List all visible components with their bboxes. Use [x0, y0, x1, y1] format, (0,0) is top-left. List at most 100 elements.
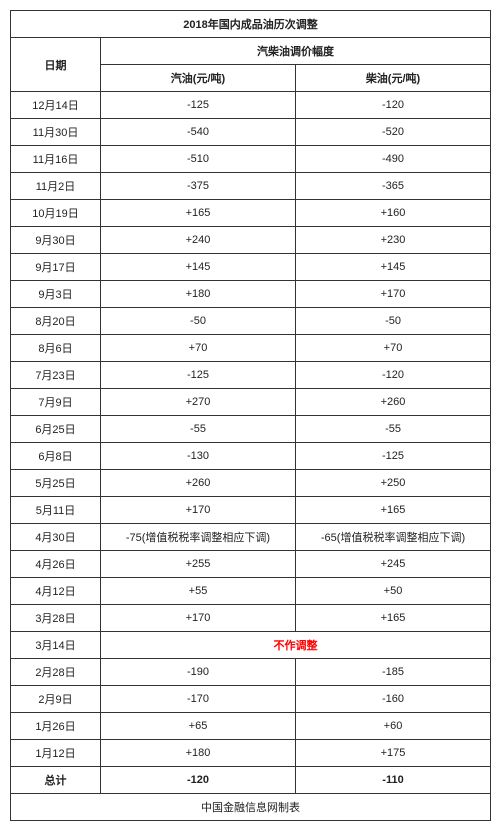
cell-gasoline: +170 [101, 605, 296, 632]
total-diesel: -110 [296, 767, 491, 794]
cell-gasoline: -125 [101, 362, 296, 389]
cell-date: 5月11日 [11, 497, 101, 524]
table-row: 8月20日-50-50 [11, 308, 491, 335]
cell-diesel: +60 [296, 713, 491, 740]
table-row: 9月3日+180+170 [11, 281, 491, 308]
table-row: 6月25日-55-55 [11, 416, 491, 443]
total-label: 总计 [11, 767, 101, 794]
cell-diesel: -120 [296, 92, 491, 119]
table-row: 7月9日+270+260 [11, 389, 491, 416]
table-row: 1月12日+180+175 [11, 740, 491, 767]
cell-diesel: -365 [296, 173, 491, 200]
cell-date: 5月25日 [11, 470, 101, 497]
cell-gasoline: -75(增值税税率调整相应下调) [101, 524, 296, 551]
header-group-row: 日期 汽柴油调价幅度 [11, 38, 491, 65]
cell-diesel: +170 [296, 281, 491, 308]
cell-gasoline: +180 [101, 281, 296, 308]
cell-date: 8月6日 [11, 335, 101, 362]
cell-gasoline: +65 [101, 713, 296, 740]
cell-date: 2月28日 [11, 659, 101, 686]
cell-diesel: -125 [296, 443, 491, 470]
header-gasoline: 汽油(元/吨) [101, 65, 296, 92]
table-row: 4月12日+55+50 [11, 578, 491, 605]
cell-diesel: +245 [296, 551, 491, 578]
total-gasoline: -120 [101, 767, 296, 794]
cell-diesel: -490 [296, 146, 491, 173]
table-row: 9月17日+145+145 [11, 254, 491, 281]
table-row: 5月11日+170+165 [11, 497, 491, 524]
table-row: 6月8日-130-125 [11, 443, 491, 470]
cell-date: 6月25日 [11, 416, 101, 443]
footer-source: 中国金融信息网制表 [11, 794, 491, 821]
table-row: 7月23日-125-120 [11, 362, 491, 389]
cell-date: 10月19日 [11, 200, 101, 227]
cell-date: 3月28日 [11, 605, 101, 632]
total-row: 总计-120-110 [11, 767, 491, 794]
table-row: 8月6日+70+70 [11, 335, 491, 362]
cell-diesel: -520 [296, 119, 491, 146]
cell-gasoline: +70 [101, 335, 296, 362]
cell-date: 9月3日 [11, 281, 101, 308]
cell-date: 3月14日 [11, 632, 101, 659]
table-row: 11月30日-540-520 [11, 119, 491, 146]
cell-gasoline: +270 [101, 389, 296, 416]
cell-diesel: +230 [296, 227, 491, 254]
cell-gasoline: +255 [101, 551, 296, 578]
cell-date: 1月26日 [11, 713, 101, 740]
cell-gasoline: -55 [101, 416, 296, 443]
cell-date: 11月16日 [11, 146, 101, 173]
title-row: 2018年国内成品油历次调整 [11, 11, 491, 38]
cell-gasoline: -190 [101, 659, 296, 686]
cell-date: 2月9日 [11, 686, 101, 713]
table-row: 11月2日-375-365 [11, 173, 491, 200]
cell-diesel: +250 [296, 470, 491, 497]
cell-diesel: +165 [296, 497, 491, 524]
cell-date: 4月30日 [11, 524, 101, 551]
cell-date: 7月9日 [11, 389, 101, 416]
cell-diesel: +160 [296, 200, 491, 227]
cell-gasoline: +165 [101, 200, 296, 227]
table-row: 3月14日不作调整 [11, 632, 491, 659]
cell-diesel: -160 [296, 686, 491, 713]
cell-diesel: +70 [296, 335, 491, 362]
cell-diesel: +145 [296, 254, 491, 281]
cell-date: 11月30日 [11, 119, 101, 146]
cell-diesel: +165 [296, 605, 491, 632]
table-row: 2月28日-190-185 [11, 659, 491, 686]
cell-diesel: -120 [296, 362, 491, 389]
table-title: 2018年国内成品油历次调整 [11, 11, 491, 38]
header-diesel: 柴油(元/吨) [296, 65, 491, 92]
cell-date: 9月17日 [11, 254, 101, 281]
header-group: 汽柴油调价幅度 [101, 38, 491, 65]
cell-diesel: +260 [296, 389, 491, 416]
cell-gasoline: +240 [101, 227, 296, 254]
cell-gasoline: +145 [101, 254, 296, 281]
table-row: 11月16日-510-490 [11, 146, 491, 173]
table-row: 12月14日-125-120 [11, 92, 491, 119]
cell-gasoline: -130 [101, 443, 296, 470]
header-date: 日期 [11, 38, 101, 92]
cell-gasoline: +180 [101, 740, 296, 767]
cell-diesel: -55 [296, 416, 491, 443]
cell-gasoline: -540 [101, 119, 296, 146]
table-row: 5月25日+260+250 [11, 470, 491, 497]
cell-merged: 不作调整 [101, 632, 491, 659]
cell-gasoline: -50 [101, 308, 296, 335]
cell-diesel: +50 [296, 578, 491, 605]
cell-date: 4月12日 [11, 578, 101, 605]
table-row: 9月30日+240+230 [11, 227, 491, 254]
table-row: 3月28日+170+165 [11, 605, 491, 632]
cell-diesel: +175 [296, 740, 491, 767]
footer-row: 中国金融信息网制表 [11, 794, 491, 821]
cell-date: 4月26日 [11, 551, 101, 578]
cell-gasoline: -375 [101, 173, 296, 200]
cell-date: 9月30日 [11, 227, 101, 254]
cell-diesel: -185 [296, 659, 491, 686]
cell-date: 8月20日 [11, 308, 101, 335]
cell-gasoline: -510 [101, 146, 296, 173]
table-row: 4月30日-75(增值税税率调整相应下调)-65(增值税税率调整相应下调) [11, 524, 491, 551]
cell-diesel: -50 [296, 308, 491, 335]
table-row: 4月26日+255+245 [11, 551, 491, 578]
cell-gasoline: +170 [101, 497, 296, 524]
oil-price-table: 2018年国内成品油历次调整 日期 汽柴油调价幅度 汽油(元/吨) 柴油(元/吨… [10, 10, 491, 821]
